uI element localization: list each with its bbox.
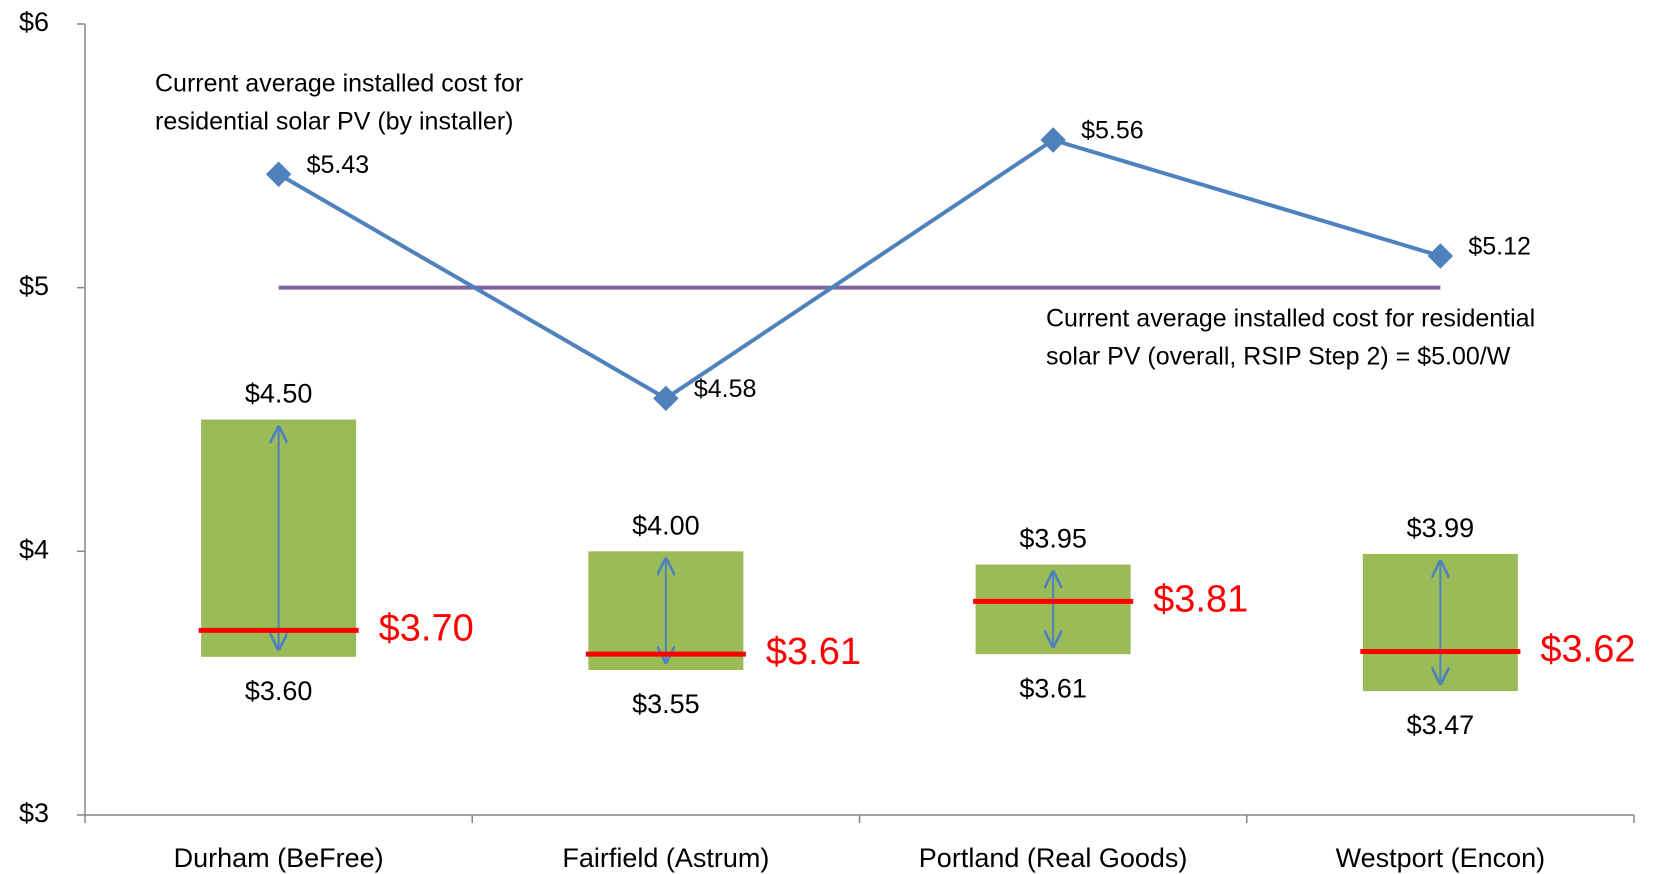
range-high-label: $4.50	[245, 379, 313, 409]
annotation: solar PV (overall, RSIP Step 2) = $5.00/…	[1046, 343, 1511, 371]
x-tick-label: Westport (Encon)	[1336, 843, 1546, 873]
range-low-label: $3.60	[245, 676, 313, 706]
y-tick-label: $6	[19, 7, 49, 37]
median-label: $3.81	[1153, 578, 1248, 620]
median-label: $3.70	[379, 607, 474, 649]
y-tick-label: $5	[19, 271, 49, 301]
series-value-label: $5.12	[1468, 233, 1531, 261]
x-tick-label: Durham (BeFree)	[174, 843, 384, 873]
annotation: Current average installed cost for	[155, 70, 523, 98]
range-low-label: $3.55	[632, 689, 700, 719]
range-high-label: $3.99	[1407, 513, 1475, 543]
range-low-label: $3.47	[1407, 710, 1475, 740]
annotation: Current average installed cost for resid…	[1046, 305, 1535, 333]
x-tick-label: Portland (Real Goods)	[919, 843, 1188, 873]
series-line	[277, 137, 1441, 401]
median-label: $3.62	[1540, 629, 1635, 671]
y-tick-label: $4	[19, 534, 49, 564]
range-low-label: $3.61	[1019, 673, 1087, 703]
series-value-label: $5.43	[307, 151, 370, 179]
median-label: $3.61	[766, 631, 861, 673]
annotation: residential solar PV (by installer)	[155, 108, 513, 136]
y-tick-label: $3	[19, 798, 49, 828]
series-marker	[1427, 243, 1454, 269]
range-high-label: $4.00	[632, 510, 700, 540]
series-value-label: $5.56	[1081, 117, 1144, 145]
range-high-label: $3.95	[1019, 524, 1087, 554]
series-marker	[1040, 127, 1066, 153]
x-tick-label: Fairfield (Astrum)	[562, 843, 769, 873]
series-value-label: $4.58	[694, 375, 757, 403]
series-marker	[265, 161, 292, 188]
series-marker	[653, 385, 679, 412]
